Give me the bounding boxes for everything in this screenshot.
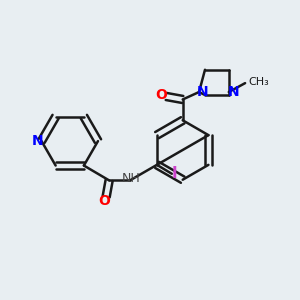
Text: N: N <box>227 85 239 99</box>
Text: NH: NH <box>122 172 141 184</box>
Text: CH₃: CH₃ <box>248 76 269 87</box>
Text: N: N <box>197 85 208 99</box>
Text: O: O <box>98 194 110 208</box>
Text: I: I <box>172 166 178 181</box>
Text: O: O <box>155 88 167 102</box>
Text: N: N <box>32 134 44 148</box>
